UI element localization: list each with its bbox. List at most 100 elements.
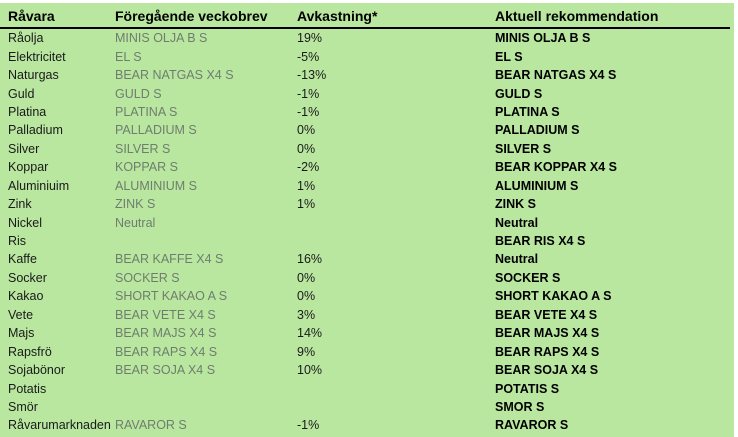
return-cell: 19% <box>297 31 323 46</box>
table-row: Elektricitet EL S -5% EL S <box>0 47 734 65</box>
column-header-commodity: Råvara <box>8 8 55 24</box>
commodity-name-cell: Kakao <box>8 289 44 304</box>
table-row: Koppar KOPPAR S -2% BEAR KOPPAR X4 S <box>0 158 734 176</box>
commodity-name-cell: Kaffe <box>8 252 37 267</box>
commodity-name-cell: Sojabönor <box>8 363 65 378</box>
current-recommendation-cell: BEAR KOPPAR X4 S <box>495 160 618 175</box>
current-recommendation-cell: BEAR VETE X4 S <box>495 307 598 322</box>
current-recommendation-cell: BEAR SOJA X4 S <box>495 363 599 378</box>
table-header-row: Råvara Föregående veckobrev Avkastning* … <box>0 3 730 29</box>
return-cell: 3% <box>297 307 316 322</box>
commodity-name-cell: Socker <box>8 270 47 285</box>
table-row: Zink ZINK S 1% ZINK S <box>0 195 734 213</box>
column-header-current-recommendation: Aktuell rekommendation <box>495 8 659 24</box>
previous-newsletter-cell: BEAR VETE X4 S <box>115 307 216 322</box>
return-cell: -1% <box>297 418 320 433</box>
current-recommendation-cell: SOCKER S <box>495 270 561 285</box>
previous-newsletter-cell: PLATINA S <box>115 104 178 119</box>
commodity-name-cell: Potatis <box>8 381 47 396</box>
previous-newsletter-cell: RAVAROR S <box>115 418 187 433</box>
commodity-name-cell: Rapsfrö <box>8 344 52 359</box>
previous-newsletter-cell: SHORT KAKAO A S <box>115 289 228 304</box>
table-row: Aluminiuim ALUMINIUM S 1% ALUMINIUM S <box>0 177 734 195</box>
table-row: Potatis POTATIS S <box>0 379 734 397</box>
previous-newsletter-cell: Neutral <box>115 215 156 230</box>
commodity-name-cell: Majs <box>8 326 35 341</box>
current-recommendation-cell: SMOR S <box>495 399 545 414</box>
return-cell: -1% <box>297 104 320 119</box>
current-recommendation-cell: EL S <box>495 49 523 64</box>
table-row: Smör SMOR S <box>0 398 734 416</box>
current-recommendation-cell: Neutral <box>495 252 539 267</box>
return-cell: -5% <box>297 49 320 64</box>
table-row: Råolja MINIS OLJA B S 19% MINIS OLJA B S <box>0 29 734 47</box>
table-row: Kaffe BEAR KAFFE X4 S 16% Neutral <box>0 250 734 268</box>
previous-newsletter-cell: ZINK S <box>115 197 156 212</box>
commodity-name-cell: Guld <box>8 86 35 101</box>
table-row: Ris BEAR RIS X4 S <box>0 232 734 250</box>
table-row: Rapsfrö BEAR RAPS X4 S 9% BEAR RAPS X4 S <box>0 342 734 360</box>
previous-newsletter-cell: BEAR KAFFE X4 S <box>115 252 224 267</box>
current-recommendation-cell: POTATIS S <box>495 381 560 396</box>
table-body: Råolja MINIS OLJA B S 19% MINIS OLJA B S… <box>0 29 734 435</box>
return-cell: 1% <box>297 197 316 212</box>
return-cell: 14% <box>297 326 323 341</box>
table-row: Kakao SHORT KAKAO A S 0% SHORT KAKAO A S <box>0 287 734 305</box>
commodity-name-cell: Nickel <box>8 215 43 230</box>
return-cell: 1% <box>297 178 316 193</box>
current-recommendation-cell: RAVAROR S <box>495 418 569 433</box>
table-row: Sojabönor BEAR SOJA X4 S 10% BEAR SOJA X… <box>0 361 734 379</box>
previous-newsletter-cell: GULD S <box>115 86 162 101</box>
table-row: Guld GULD S -1% GULD S <box>0 84 734 102</box>
commodity-name-cell: Råolja <box>8 31 44 46</box>
return-cell: 10% <box>297 363 323 378</box>
current-recommendation-cell: ALUMINIUM S <box>495 178 579 193</box>
previous-newsletter-cell: PALLADIUM S <box>115 123 197 138</box>
return-cell: 0% <box>297 270 316 285</box>
commodity-name-cell: Aluminiuim <box>8 178 70 193</box>
commodity-name-cell: Zink <box>8 197 32 212</box>
current-recommendation-cell: SHORT KAKAO A S <box>495 289 612 304</box>
commodity-name-cell: Platina <box>8 104 47 119</box>
table-row: Naturgas BEAR NATGAS X4 S -13% BEAR NATG… <box>0 66 734 84</box>
table-row: Platina PLATINA S -1% PLATINA S <box>0 103 734 121</box>
commodity-name-cell: Naturgas <box>8 68 59 83</box>
return-cell: 0% <box>297 141 316 156</box>
return-cell: -1% <box>297 86 320 101</box>
current-recommendation-cell: SILVER S <box>495 141 552 156</box>
previous-newsletter-cell: SOCKER S <box>115 270 180 285</box>
table-row: Palladium PALLADIUM S 0% PALLADIUM S <box>0 121 734 139</box>
return-cell: -13% <box>297 68 327 83</box>
current-recommendation-cell: Neutral <box>495 215 539 230</box>
commodity-name-cell: Ris <box>8 234 27 249</box>
previous-newsletter-cell: BEAR RAPS X4 S <box>115 344 218 359</box>
previous-newsletter-cell: EL S <box>115 49 142 64</box>
current-recommendation-cell: BEAR RAPS X4 S <box>495 344 600 359</box>
current-recommendation-cell: BEAR MAJS X4 S <box>495 326 600 341</box>
table-row: Vete BEAR VETE X4 S 3% BEAR VETE X4 S <box>0 306 734 324</box>
current-recommendation-cell: GULD S <box>495 86 543 101</box>
return-cell: 9% <box>297 344 316 359</box>
return-cell: 0% <box>297 123 316 138</box>
column-header-previous-newsletter: Föregående veckobrev <box>115 8 268 24</box>
commodity-name-cell: Palladium <box>8 123 63 138</box>
table-row: Råvarumarknaden RAVAROR S -1% RAVAROR S <box>0 416 734 434</box>
previous-newsletter-cell: BEAR NATGAS X4 S <box>115 68 234 83</box>
current-recommendation-cell: PLATINA S <box>495 104 560 119</box>
previous-newsletter-cell: BEAR MAJS X4 S <box>115 326 217 341</box>
commodity-name-cell: Råvarumarknaden <box>8 418 111 433</box>
previous-newsletter-cell: KOPPAR S <box>115 160 178 175</box>
table-row: Nickel Neutral Neutral <box>0 213 734 231</box>
previous-newsletter-cell: BEAR SOJA X4 S <box>115 363 216 378</box>
current-recommendation-cell: BEAR RIS X4 S <box>495 234 586 249</box>
return-cell: 0% <box>297 289 316 304</box>
current-recommendation-cell: BEAR NATGAS X4 S <box>495 68 617 83</box>
commodity-name-cell: Smör <box>8 399 38 414</box>
commodity-name-cell: Vete <box>8 307 34 322</box>
column-header-return: Avkastning* <box>297 8 378 24</box>
current-recommendation-cell: MINIS OLJA B S <box>495 31 591 46</box>
return-cell: -2% <box>297 160 320 175</box>
previous-newsletter-cell: MINIS OLJA B S <box>115 31 208 46</box>
table-row: Socker SOCKER S 0% SOCKER S <box>0 269 734 287</box>
